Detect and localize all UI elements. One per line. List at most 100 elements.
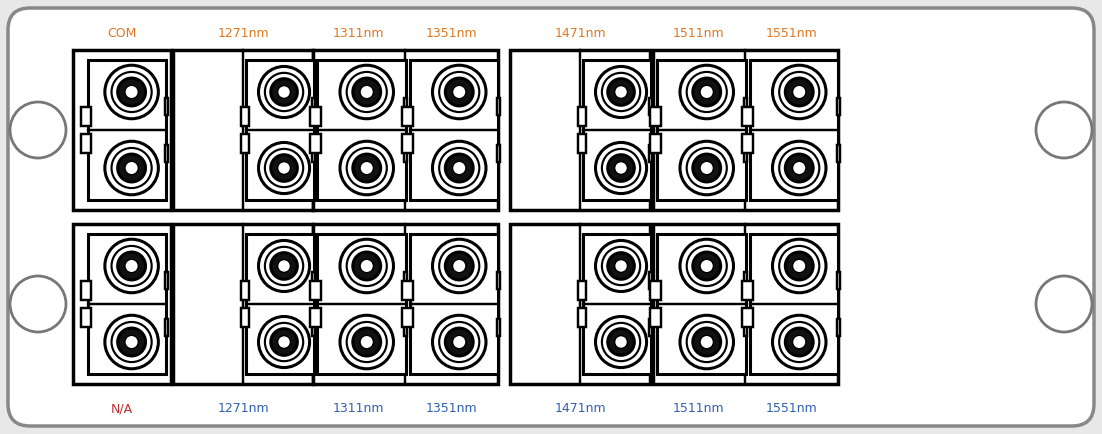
Circle shape bbox=[118, 154, 145, 182]
Text: 1471nm: 1471nm bbox=[554, 402, 606, 415]
Circle shape bbox=[615, 161, 627, 174]
Circle shape bbox=[615, 335, 627, 349]
Circle shape bbox=[595, 316, 647, 368]
Circle shape bbox=[700, 259, 713, 273]
Circle shape bbox=[259, 316, 310, 368]
Bar bbox=[404, 319, 408, 336]
Text: 1311nm: 1311nm bbox=[333, 402, 385, 415]
Circle shape bbox=[453, 85, 466, 99]
Circle shape bbox=[440, 322, 479, 362]
Text: 1531nm: 1531nm bbox=[673, 228, 724, 241]
Circle shape bbox=[595, 66, 647, 118]
Circle shape bbox=[773, 141, 826, 195]
Circle shape bbox=[347, 246, 387, 286]
Circle shape bbox=[453, 259, 466, 273]
Circle shape bbox=[125, 161, 138, 175]
Bar bbox=[241, 281, 249, 300]
Bar bbox=[743, 281, 753, 300]
Text: 1371nm: 1371nm bbox=[425, 201, 477, 214]
Bar bbox=[583, 233, 650, 375]
Text: N/A: N/A bbox=[111, 402, 133, 415]
Bar bbox=[82, 134, 90, 153]
Bar bbox=[579, 281, 586, 300]
Circle shape bbox=[105, 315, 159, 369]
Circle shape bbox=[700, 335, 713, 349]
Bar bbox=[88, 59, 166, 201]
Text: 1351nm: 1351nm bbox=[425, 27, 477, 40]
Circle shape bbox=[786, 252, 813, 280]
Bar bbox=[310, 308, 321, 327]
Text: 1471nm: 1471nm bbox=[554, 27, 606, 40]
Circle shape bbox=[615, 260, 627, 273]
Circle shape bbox=[602, 323, 640, 361]
Circle shape bbox=[278, 85, 291, 99]
Circle shape bbox=[353, 328, 380, 356]
Bar bbox=[650, 134, 660, 153]
Bar bbox=[410, 233, 498, 375]
Circle shape bbox=[264, 323, 303, 361]
Text: 1571nm: 1571nm bbox=[766, 201, 817, 214]
Bar bbox=[241, 107, 249, 126]
Circle shape bbox=[264, 149, 303, 187]
Circle shape bbox=[608, 253, 635, 279]
Circle shape bbox=[680, 315, 734, 369]
Bar bbox=[313, 50, 497, 210]
Bar bbox=[82, 308, 90, 327]
Bar bbox=[650, 107, 660, 126]
Circle shape bbox=[360, 85, 374, 99]
Text: 1291nm: 1291nm bbox=[217, 228, 269, 241]
Circle shape bbox=[779, 72, 819, 112]
Circle shape bbox=[440, 246, 479, 286]
Circle shape bbox=[259, 240, 310, 292]
Bar bbox=[312, 272, 315, 289]
Circle shape bbox=[347, 72, 387, 112]
Text: 1551nm: 1551nm bbox=[766, 402, 817, 415]
Bar bbox=[649, 145, 651, 162]
Circle shape bbox=[792, 161, 806, 175]
Bar bbox=[312, 98, 315, 115]
Text: 1571nm: 1571nm bbox=[766, 228, 817, 241]
Bar bbox=[579, 308, 586, 327]
Circle shape bbox=[341, 141, 393, 195]
Circle shape bbox=[453, 161, 466, 175]
Text: 1351nm: 1351nm bbox=[425, 402, 477, 415]
Circle shape bbox=[118, 78, 145, 106]
Circle shape bbox=[347, 148, 387, 188]
Bar bbox=[402, 281, 413, 300]
Circle shape bbox=[693, 78, 721, 106]
Bar bbox=[836, 272, 840, 289]
Bar bbox=[497, 145, 500, 162]
Circle shape bbox=[453, 335, 466, 349]
Circle shape bbox=[687, 322, 727, 362]
Circle shape bbox=[111, 72, 152, 112]
Circle shape bbox=[700, 161, 713, 175]
Bar bbox=[649, 272, 651, 289]
Circle shape bbox=[440, 148, 479, 188]
Bar bbox=[657, 59, 746, 201]
Text: COM: COM bbox=[107, 201, 137, 214]
Circle shape bbox=[440, 72, 479, 112]
Circle shape bbox=[602, 149, 640, 187]
Circle shape bbox=[786, 78, 813, 106]
Bar bbox=[310, 134, 321, 153]
Circle shape bbox=[10, 102, 66, 158]
Bar bbox=[173, 50, 313, 210]
Text: 1491nm: 1491nm bbox=[554, 228, 606, 241]
Bar bbox=[743, 107, 753, 126]
Text: 1491nm: 1491nm bbox=[554, 201, 606, 214]
Bar bbox=[652, 50, 838, 210]
Bar bbox=[649, 98, 651, 115]
Circle shape bbox=[608, 329, 635, 355]
Bar bbox=[650, 281, 660, 300]
Bar bbox=[650, 308, 660, 327]
Bar bbox=[744, 319, 747, 336]
Bar bbox=[164, 272, 168, 289]
Circle shape bbox=[125, 259, 138, 273]
Circle shape bbox=[615, 85, 627, 99]
Circle shape bbox=[105, 239, 159, 293]
Circle shape bbox=[786, 154, 813, 182]
Circle shape bbox=[786, 328, 813, 356]
Bar bbox=[652, 224, 838, 384]
Bar bbox=[88, 233, 166, 375]
Bar bbox=[164, 319, 168, 336]
